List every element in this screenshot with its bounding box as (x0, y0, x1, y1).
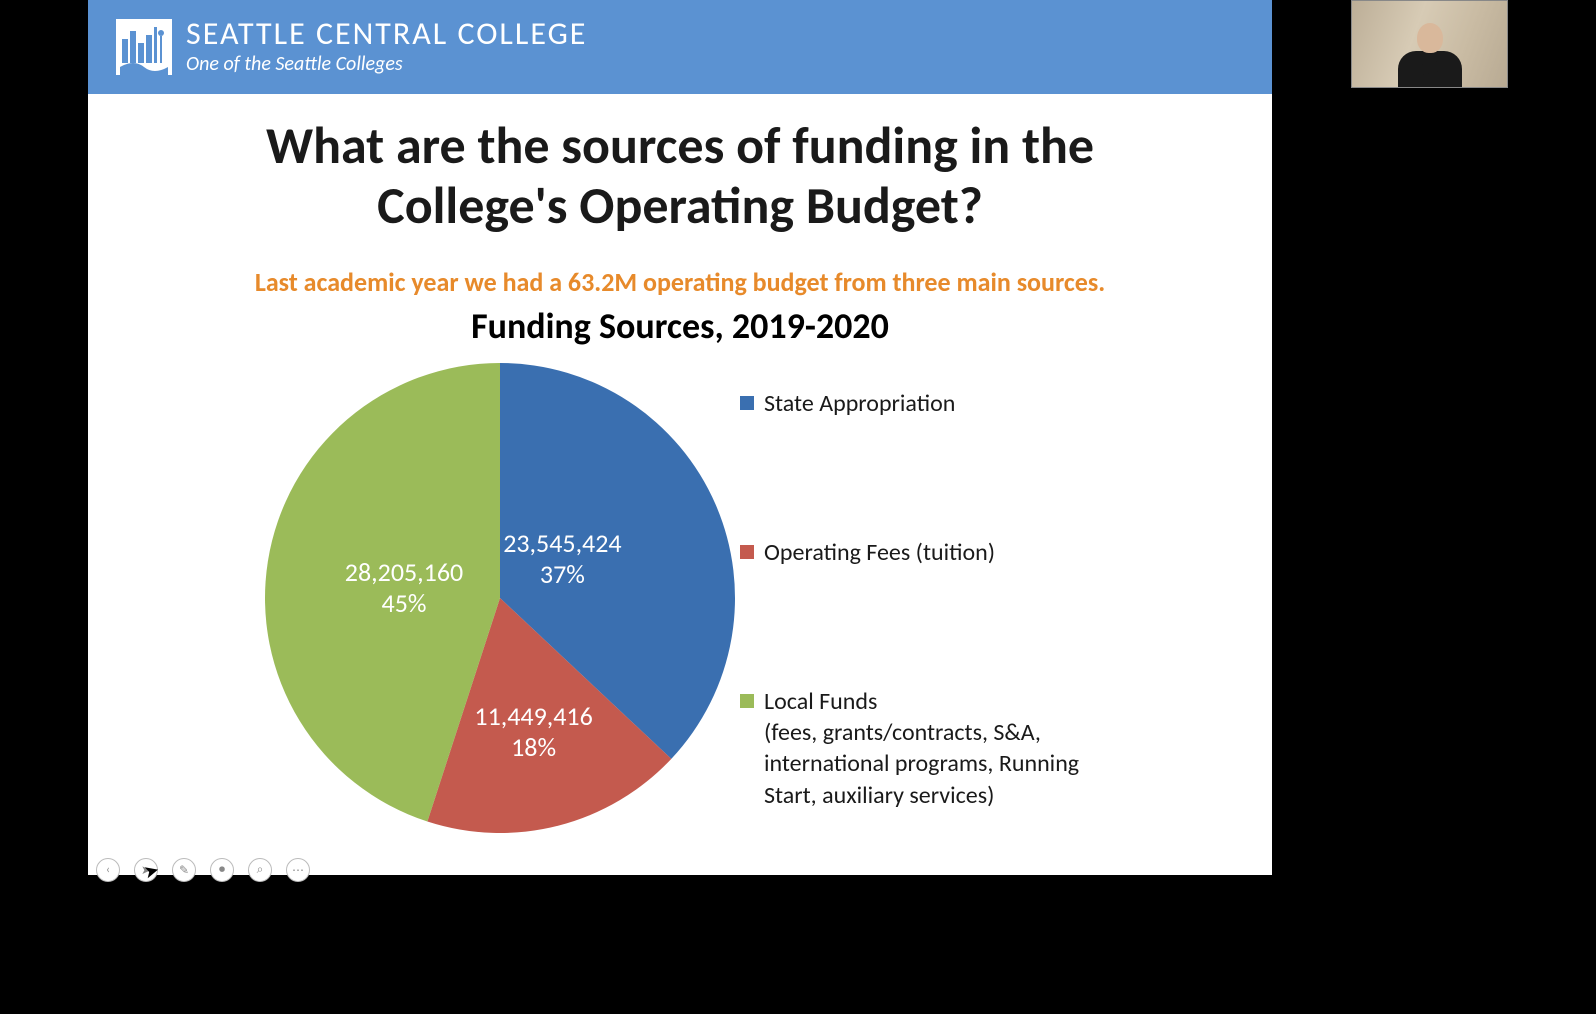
legend-sublabel: (fees, grants/contracts, S&A, internatio… (764, 717, 1100, 811)
college-logo-icon (116, 19, 172, 75)
toolbar-pen-button[interactable]: ✎ (172, 858, 196, 882)
college-tagline: One of the Seattle Colleges (186, 52, 587, 76)
pie-label-local_funds: 28,205,16045% (345, 557, 463, 619)
legend-item-local_funds: Local Funds(fees, grants/contracts, S&A,… (740, 686, 1100, 811)
college-header-bar: SEATTLE CENTRAL COLLEGE One of the Seatt… (88, 0, 1272, 94)
chart-row: 23,545,42437%11,449,41618%28,205,16045% … (128, 358, 1232, 838)
chart-title: Funding Sources, 2019-2020 (128, 304, 1232, 348)
slide-main-title: What are the sources of funding in the C… (190, 116, 1170, 236)
college-title-block: SEATTLE CENTRAL COLLEGE One of the Seatt… (186, 18, 587, 76)
legend-swatch-icon (740, 694, 754, 708)
legend-swatch-icon (740, 545, 754, 559)
slide-subtitle: Last academic year we had a 63.2M operat… (128, 266, 1232, 298)
legend-label: Local Funds(fees, grants/contracts, S&A,… (764, 686, 1100, 811)
legend-item-operating_fees: Operating Fees (tuition) (740, 537, 1100, 568)
toolbar-prev-button[interactable]: ‹ (96, 858, 120, 882)
pie-chart: 23,545,42437% 11,449,41618% 28,205,16045% (260, 358, 740, 838)
pie-label-operating_fees: 11,449,41618% (474, 701, 592, 763)
presentation-toolbar: ‹ ➤ ✎ ⏺ ⌕ ⋯ (88, 856, 310, 884)
toolbar-zoom-button[interactable]: ⌕ (248, 858, 272, 882)
presenter-webcam-thumbnail (1351, 0, 1508, 88)
college-logo-block: SEATTLE CENTRAL COLLEGE One of the Seatt… (116, 18, 587, 76)
legend-swatch-icon (740, 396, 754, 410)
legend-label: Operating Fees (tuition) (764, 537, 995, 568)
pie-label-state_appropriation: 23,545,42437% (503, 528, 621, 590)
college-name: SEATTLE CENTRAL COLLEGE (186, 18, 587, 50)
legend-item-state_appropriation: State Appropriation (740, 388, 1100, 419)
chart-legend: State Appropriation Operating Fees (tuiti… (740, 358, 1100, 811)
slide-body: What are the sources of funding in the C… (88, 94, 1272, 838)
presentation-slide: SEATTLE CENTRAL COLLEGE One of the Seatt… (88, 0, 1272, 875)
legend-label: State Appropriation (764, 388, 955, 419)
toolbar-subtitle-button[interactable]: ⏺ (210, 858, 234, 882)
toolbar-more-button[interactable]: ⋯ (286, 858, 310, 882)
